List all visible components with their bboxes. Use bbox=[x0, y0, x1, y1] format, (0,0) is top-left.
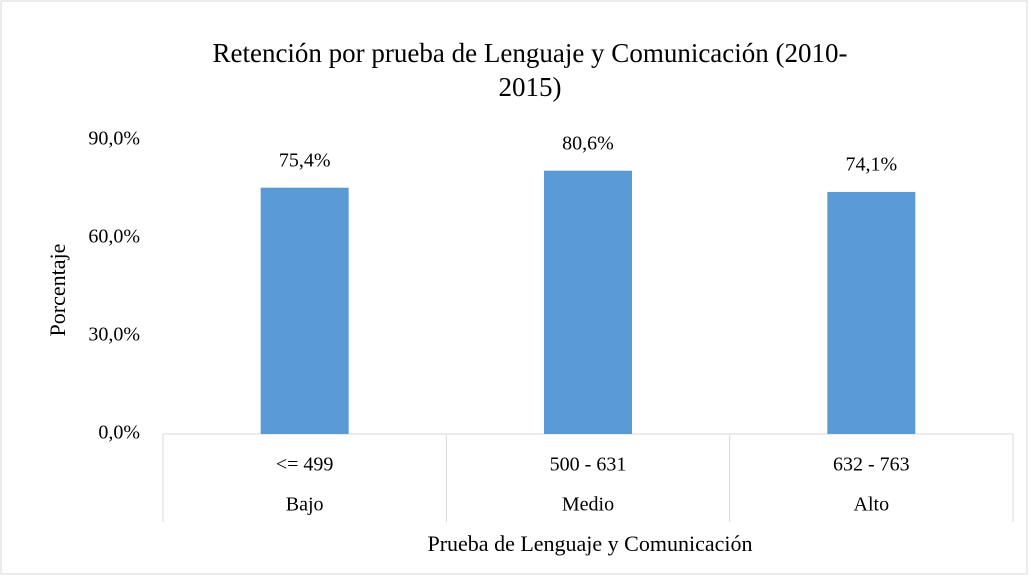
x-tick-label: 500 - 631 bbox=[550, 454, 627, 476]
x-group-label: Medio bbox=[562, 494, 614, 516]
data-label: 75,4% bbox=[279, 149, 331, 171]
x-group-label: Alto bbox=[854, 494, 890, 516]
data-label: 80,6% bbox=[562, 132, 614, 154]
x-tick-label: 632 - 763 bbox=[833, 454, 910, 476]
x-group-label: Bajo bbox=[286, 494, 324, 516]
y-tick-label: 90,0% bbox=[88, 128, 140, 150]
bar bbox=[260, 187, 349, 434]
y-tick-label: 0,0% bbox=[98, 422, 140, 444]
x-axis-title: Prueba de Lenguaje y Comunicación bbox=[427, 531, 752, 556]
data-label: 74,1% bbox=[845, 154, 897, 176]
chart-title: Retención por prueba de Lenguaje y Comun… bbox=[212, 38, 848, 102]
y-tick-label: 60,0% bbox=[88, 226, 140, 248]
bar bbox=[544, 170, 632, 434]
y-axis-title: Porcentaje bbox=[45, 244, 70, 337]
y-tick-label: 30,0% bbox=[88, 324, 140, 346]
x-tick-label: <= 499 bbox=[276, 454, 334, 476]
bar bbox=[827, 191, 916, 434]
